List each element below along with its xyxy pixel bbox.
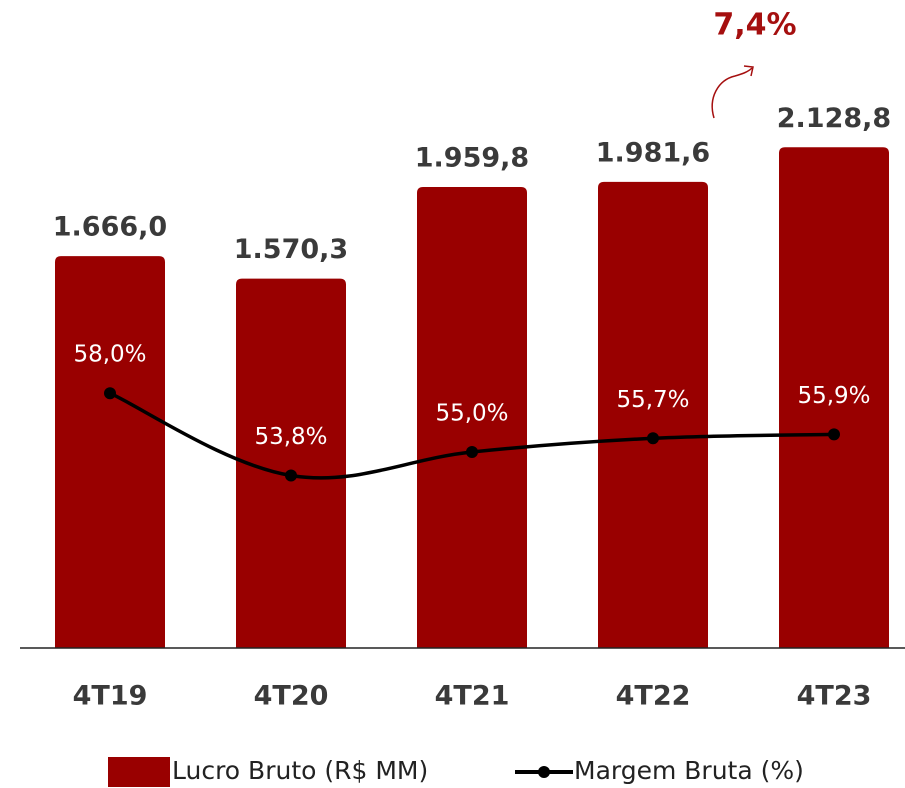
line-point — [104, 387, 116, 400]
line-point — [466, 446, 478, 458]
legend-label: Margem Bruta (%) — [574, 756, 804, 785]
line-point — [828, 428, 840, 441]
bar — [417, 187, 527, 648]
x-tick-label: 4T20 — [254, 681, 329, 712]
line-value-label: 55,0% — [435, 401, 508, 427]
bar-value-label: 1.666,0 — [53, 212, 167, 243]
x-tick-label: 4T19 — [73, 681, 148, 712]
bar-value-label: 1.570,3 — [234, 234, 348, 265]
line-value-label: 55,9% — [797, 383, 870, 409]
line-point — [647, 432, 659, 445]
x-tick-label: 4T21 — [435, 681, 510, 712]
x-tick-label: 4T23 — [797, 681, 872, 712]
bar — [55, 256, 165, 648]
annotation-arrowhead — [743, 65, 754, 77]
annotation: 7,4% — [713, 8, 796, 43]
bar — [598, 181, 708, 648]
legend-label: Lucro Bruto (R$ MM) — [172, 756, 428, 785]
x-tick-label: 4T22 — [616, 681, 691, 712]
bar — [779, 147, 889, 648]
line-point — [285, 469, 297, 482]
line-value-label: 58,0% — [73, 342, 146, 368]
annotation-arrow — [711, 67, 753, 119]
bar-value-label: 2.128,8 — [777, 103, 891, 134]
bar-value-label: 1.959,8 — [415, 143, 529, 174]
bar-value-label: 1.981,6 — [596, 137, 710, 168]
legend-swatch — [108, 757, 170, 787]
bar — [236, 278, 346, 648]
line-value-label: 55,7% — [616, 387, 689, 413]
legend-marker — [538, 766, 550, 778]
line-value-label: 53,8% — [254, 424, 327, 450]
